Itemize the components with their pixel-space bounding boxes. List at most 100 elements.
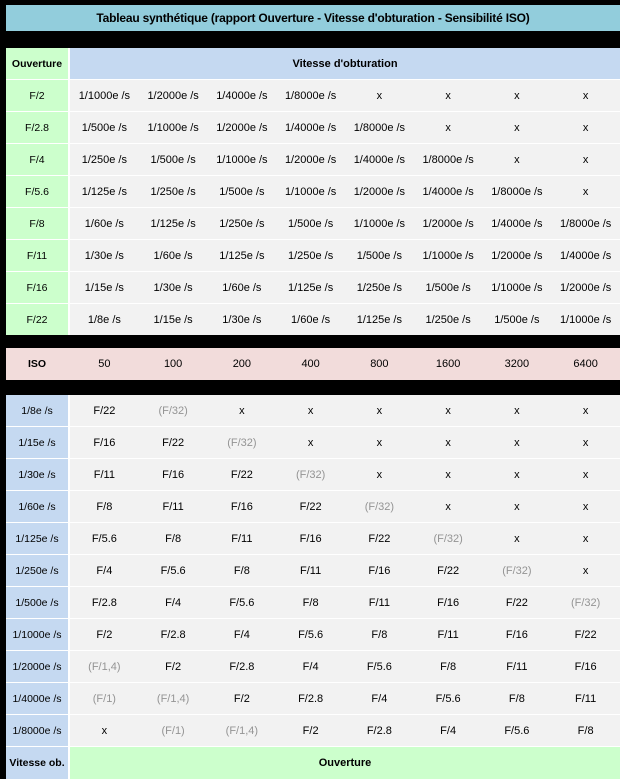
row-label-cell: 1/250e /s — [6, 555, 70, 586]
table-cell: 1/500e /s — [81, 121, 127, 134]
table-cell: F/22 — [505, 596, 528, 609]
iso-value-cell: 800 — [370, 358, 389, 370]
table-cell: 1/30e /s — [153, 281, 193, 294]
row-label-cell: F/2 — [6, 80, 70, 111]
table-cell: (F/1,4) — [225, 724, 259, 737]
row-label-cell: 1/2000e /s — [6, 651, 70, 682]
table-cell: F/2.8 — [229, 660, 255, 673]
table-cell: (F/32) — [364, 500, 395, 513]
table-cell: x — [376, 404, 383, 417]
table-cell: 1/2000e /s — [284, 153, 337, 166]
table-cell: F/8 — [96, 500, 113, 513]
table-cell: (F/1) — [161, 724, 185, 737]
row-label-cell: F/4 — [6, 144, 70, 175]
table-cell: F/11 — [231, 532, 253, 545]
iso-value-cell: 1600 — [435, 358, 461, 370]
table-cell: 1/2000e /s — [147, 89, 199, 102]
table-cell: F/2 — [165, 660, 182, 673]
row-label-cell: 1/125e /s — [6, 523, 70, 554]
table-cell: 1/500e /s — [287, 217, 334, 230]
table-cell: F/11 — [93, 468, 115, 481]
table-cell: F/5.6 — [229, 596, 255, 609]
table-cell: x — [514, 532, 520, 545]
table-cell: 1/4000e /s — [353, 153, 406, 166]
table-row: 1/1000e /s F/2 F/2.8 F/4 F/5.6 F/8 F/11 F/16 F/2… — [6, 619, 620, 650]
table-cell: F/2.8 — [366, 724, 392, 737]
table-cell: 1/15e /s — [84, 281, 124, 294]
iso-row: ISO 50 100 200 400 800 1600 3200 6400 — [6, 348, 620, 380]
table-cell: x — [445, 436, 451, 449]
table-cell: (F/32) — [502, 564, 532, 577]
table-cell: F/16 — [368, 564, 391, 577]
table-cell: 1/125e /s — [287, 281, 334, 294]
table-cell: 1/1000e /s — [353, 217, 406, 230]
table-cell: 1/15e /s — [153, 313, 193, 326]
table-cell: x — [376, 89, 383, 102]
table-row: 1/15e /s F/16 F/22 (F/32) x x x x x — [6, 427, 620, 458]
table-cell: 1/1000e /s — [559, 313, 612, 326]
table-cell: 1/500e /s — [219, 185, 265, 198]
table-cell: F/2.8 — [298, 692, 324, 705]
table-cell: x — [307, 404, 314, 417]
table-cell: 1/8000e /s — [284, 89, 337, 102]
table-cell: F/16 — [299, 532, 322, 545]
table-cell: F/4 — [165, 596, 182, 609]
table-row: F/8 1/60e /s 1/125e /s 1/250e /s 1/500e /s 1/… — [6, 208, 620, 239]
table-cell: F/5.6 — [298, 628, 324, 641]
title-bar: Tableau synthétique (rapport Ouverture -… — [6, 5, 620, 31]
row-label-cell: F/5.6 — [6, 176, 70, 207]
table-cell: F/22 — [368, 532, 391, 545]
table-cell: 1/500e /s — [356, 249, 402, 262]
table-cell: F/4 — [233, 628, 250, 641]
table-row: 1/60e /s F/8 F/11 F/16 F/22 (F/32) x x x — [6, 491, 620, 522]
table-cell: 1/125e /s — [219, 249, 265, 262]
shutter-table: 1/8e /s F/22 (F/32) x x x x x x 1/15e /s F/16 F/22 (… — [6, 395, 620, 779]
table-cell: 1/125e /s — [356, 313, 402, 326]
table-cell: F/16 — [505, 628, 528, 641]
row-label-cell: F/11 — [6, 240, 70, 271]
table-cell: x — [445, 468, 451, 481]
row-label-cell: F/8 — [6, 208, 70, 239]
table-cell: 1/125e /s — [81, 185, 127, 198]
table-cell: 1/1000e /s — [284, 185, 337, 198]
table-cell: 1/4000e /s — [216, 89, 268, 102]
row-label-cell: F/16 — [6, 272, 70, 303]
table-cell: F/11 — [437, 628, 459, 641]
table-cell: 1/2000e /s — [353, 185, 406, 198]
table-cell: x — [445, 121, 451, 134]
table-cell: F/4 — [440, 724, 457, 737]
table-cell: x — [101, 724, 108, 737]
table-cell: 1/250e /s — [81, 153, 127, 166]
table-cell: F/4 — [96, 564, 113, 577]
table-cell: x — [582, 564, 589, 577]
table-cell: 1/30e /s — [222, 313, 262, 326]
iso-value-cell: 100 — [163, 358, 183, 370]
table-cell: F/5.6 — [504, 724, 530, 737]
table-cell: 1/8000e /s — [559, 217, 612, 230]
table-cell: F/2 — [233, 692, 250, 705]
table-cell: F/22 — [93, 404, 116, 417]
table-cell: x — [514, 468, 520, 481]
aperture-table-header-row: Ouverture Vitesse d'obturation — [6, 48, 620, 79]
table-cell: x — [582, 404, 589, 417]
table-cell: 1/2000e /s — [422, 217, 474, 230]
table-cell: F/5.6 — [366, 660, 392, 673]
table-cell: 1/500e /s — [150, 153, 196, 166]
table-cell: x — [582, 532, 589, 545]
table-cell: F/8 — [302, 596, 319, 609]
table-cell: 1/500e /s — [494, 313, 540, 326]
page-content: Tableau synthétique (rapport Ouverture -… — [6, 5, 620, 779]
table-cell: F/22 — [299, 500, 322, 513]
table-cell: F/8 — [577, 724, 594, 737]
table-row: F/2.8 1/500e /s 1/1000e /s 1/2000e /s 1/4000… — [6, 112, 620, 143]
table-cell: F/8 — [165, 532, 182, 545]
table-cell: F/2.8 — [91, 596, 117, 609]
table-row: 1/4000e /s (F/1) (F/1,4) F/2 F/2.8 F/4 F/5.6 F/… — [6, 683, 620, 714]
table-cell: F/16 — [230, 500, 253, 513]
row-label-cell: F/2.8 — [6, 112, 70, 143]
table-cell: 1/125e /s — [150, 217, 196, 230]
table-cell: x — [514, 404, 520, 417]
table-cell: x — [307, 436, 314, 449]
table-cell: F/16 — [162, 468, 185, 481]
